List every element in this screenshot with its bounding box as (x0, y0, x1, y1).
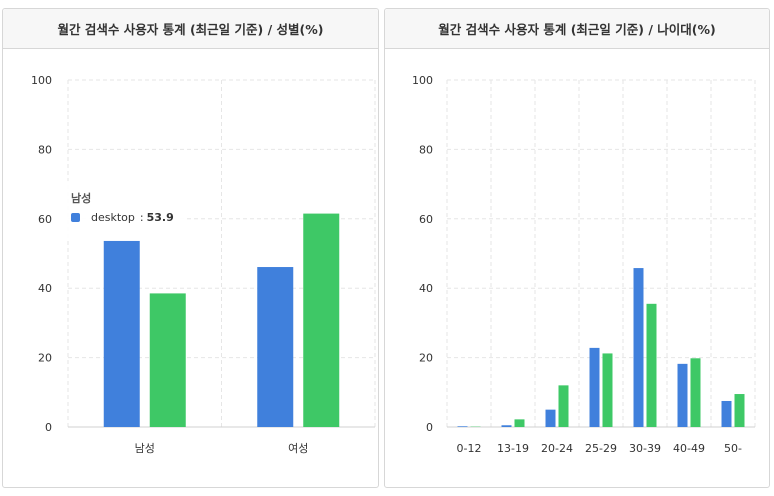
gender-chart-panel: 월간 검색수 사용자 통계 (최근일 기준) / 성별(%) 0 20 40 60 80… (2, 8, 379, 488)
bar-mobile-5 (690, 358, 701, 427)
bar-mobile-3 (602, 353, 613, 427)
y-tick-label: 100 (412, 74, 433, 87)
y-tick-label: 60 (419, 213, 433, 226)
y-tick-label: 40 (419, 282, 433, 295)
x-tick-label: 30-39 (629, 442, 661, 455)
tooltip-separator: : (139, 211, 144, 224)
bar-mobile-6 (734, 394, 745, 427)
age-chart-panel: 월간 검색수 사용자 통계 (최근일 기준) / 나이대(%) 0 20 40 60 8… (384, 8, 770, 488)
x-tick-label: 40-49 (673, 442, 705, 455)
gender-chart-title: 월간 검색수 사용자 통계 (최근일 기준) / 성별(%) (3, 9, 378, 49)
bar-mobile-0 (149, 293, 186, 427)
x-tick-label: 여성 (288, 442, 308, 455)
bar-desktop-5 (677, 363, 688, 427)
y-tick-label: 100 (31, 74, 52, 87)
bar-desktop-0 (457, 426, 468, 427)
bar-mobile-1 (303, 213, 340, 427)
y-tick-label: 0 (45, 421, 52, 434)
y-tick-label: 20 (38, 352, 52, 365)
bar-desktop-4 (633, 268, 644, 427)
y-tick-label: 60 (38, 213, 52, 226)
tooltip-value: 53.9 (146, 211, 174, 224)
x-tick-label: 50- (724, 442, 742, 455)
bar-desktop-0 (103, 239, 140, 427)
bar-desktop-1 (501, 425, 512, 427)
y-tick-label: 40 (38, 282, 52, 295)
x-tick-label: 20-24 (541, 442, 573, 455)
tooltip-series-name: desktop (91, 211, 135, 224)
tooltip-series-swatch (71, 213, 80, 222)
y-tick-label: 80 (419, 143, 433, 156)
bar-mobile-1 (514, 419, 525, 427)
bar-desktop-1 (257, 267, 294, 427)
bar-mobile-2 (558, 385, 569, 427)
y-tick-label: 80 (38, 143, 52, 156)
x-tick-label: 25-29 (585, 442, 617, 455)
x-tick-label: 13-19 (497, 442, 529, 455)
bar-desktop-6 (721, 400, 732, 427)
bar-mobile-4 (646, 303, 657, 427)
tooltip-title: 남성 (71, 192, 92, 205)
bar-desktop-2 (545, 409, 556, 427)
x-tick-label: 0-12 (457, 442, 482, 455)
y-tick-label: 0 (426, 421, 433, 434)
bar-desktop-3 (589, 347, 600, 427)
age-bar-chart: 0 20 40 60 80 100 0-12 13-19 20-24 25-29 30-39 40-4… (412, 74, 756, 455)
tooltip-row: desktop : 53.9 (71, 211, 174, 224)
y-tick-label: 20 (419, 352, 433, 365)
x-tick-label: 남성 (135, 442, 155, 455)
age-chart-title: 월간 검색수 사용자 통계 (최근일 기준) / 나이대(%) (385, 9, 769, 49)
chart-tooltip: 남성 desktop : 53.9 (67, 181, 187, 241)
